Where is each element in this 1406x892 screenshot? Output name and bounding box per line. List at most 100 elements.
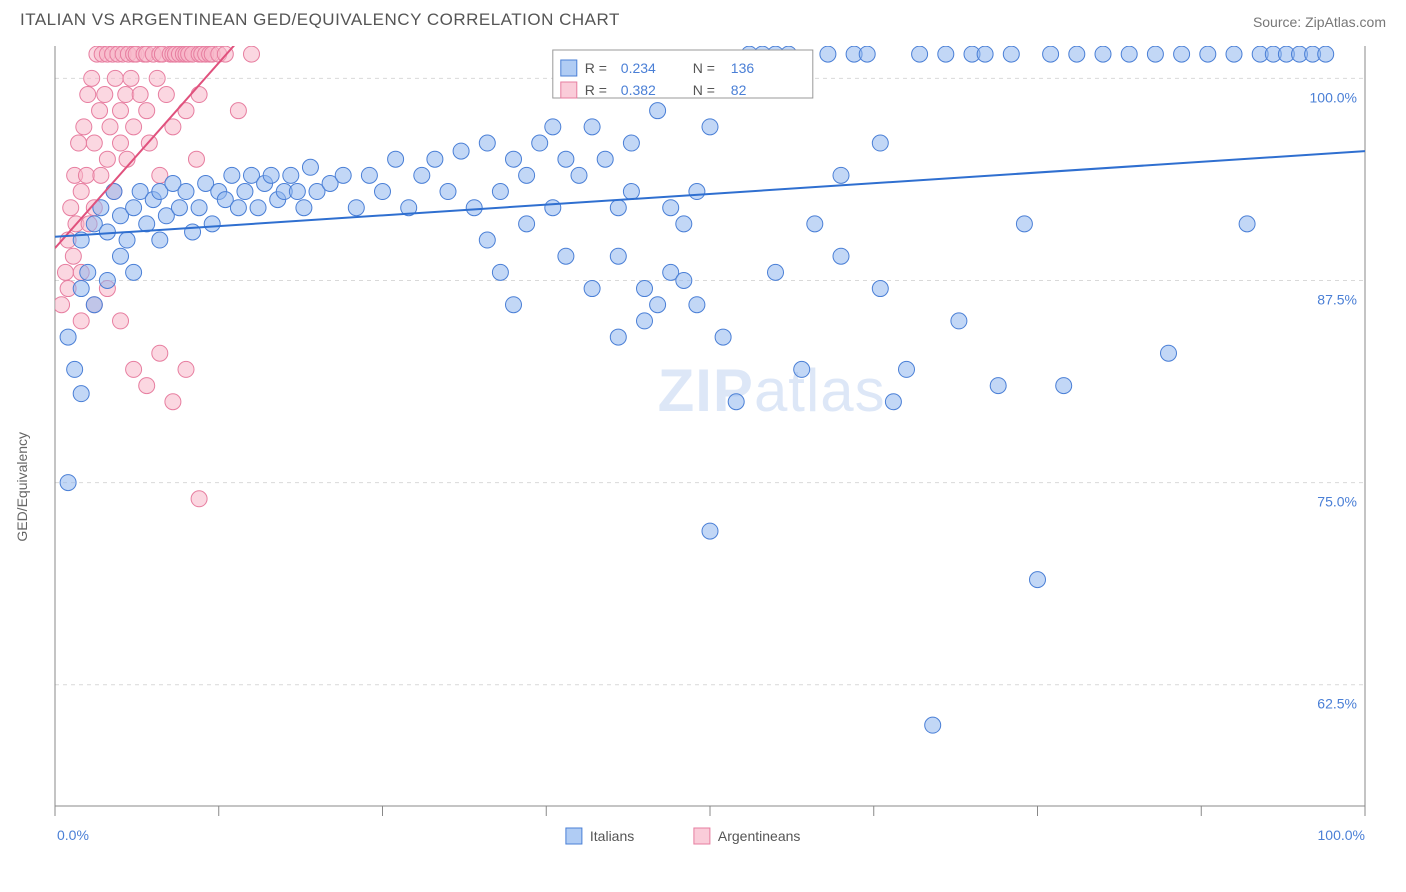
chart-title: ITALIAN VS ARGENTINEAN GED/EQUIVALENCY C… [20, 10, 620, 30]
argentineans-point [244, 46, 260, 62]
italians-point [99, 224, 115, 240]
italians-point [558, 151, 574, 167]
italians-point [597, 151, 613, 167]
italians-point [204, 216, 220, 232]
stats-swatch [561, 60, 577, 76]
italians-point [237, 184, 253, 200]
italians-point [1095, 46, 1111, 62]
italians-point [466, 200, 482, 216]
italians-point [807, 216, 823, 232]
italians-point [676, 272, 692, 288]
italians-point [99, 272, 115, 288]
italians-point [1043, 46, 1059, 62]
italians-point [1016, 216, 1032, 232]
italians-point [73, 281, 89, 297]
y-tick-label: 87.5% [1317, 291, 1357, 307]
argentineans-point [126, 119, 142, 135]
y-tick-label: 75.0% [1317, 494, 1357, 510]
watermark: ZIPatlas [658, 357, 886, 424]
italians-point [171, 200, 187, 216]
scatter-layer [54, 36, 1365, 733]
italians-point [119, 232, 135, 248]
italians-point [833, 167, 849, 183]
title-bar: ITALIAN VS ARGENTINEAN GED/EQUIVALENCY C… [0, 0, 1406, 36]
italians-point [623, 135, 639, 151]
italians-point [113, 248, 129, 264]
italians-point [230, 200, 246, 216]
italians-point [938, 46, 954, 62]
italians-point [296, 200, 312, 216]
italians-point [545, 119, 561, 135]
stats-n-value: 82 [731, 82, 747, 98]
italians-point [1318, 46, 1334, 62]
italians-point [715, 329, 731, 345]
source-value: ZipAtlas.com [1305, 14, 1386, 30]
italians-point [388, 151, 404, 167]
italians-point [289, 184, 305, 200]
italians-point [191, 200, 207, 216]
source-label: Source: [1253, 14, 1301, 30]
italians-point [1121, 46, 1137, 62]
x-tick-start: 0.0% [57, 827, 89, 843]
argentineans-point [80, 87, 96, 103]
argentineans-point [99, 151, 115, 167]
italians-point [768, 264, 784, 280]
italians-point [872, 281, 888, 297]
argentineans-point [92, 103, 108, 119]
y-tick-label: 100.0% [1310, 89, 1357, 105]
stats-n-label: N = [693, 60, 715, 76]
italians-point [571, 167, 587, 183]
italians-point [1147, 46, 1163, 62]
italians-point [610, 200, 626, 216]
argentineans-point [132, 87, 148, 103]
italians-point [990, 378, 1006, 394]
italians-point [689, 184, 705, 200]
italians-point [689, 297, 705, 313]
italians-point [60, 475, 76, 491]
italians-point [348, 200, 364, 216]
argentineans-point [76, 119, 92, 135]
italians-point [263, 167, 279, 183]
italians-point [584, 281, 600, 297]
argentineans-point [73, 313, 89, 329]
italians-point [335, 167, 351, 183]
italians-point [453, 143, 469, 159]
argentineans-point [149, 70, 165, 86]
italians-point [250, 200, 266, 216]
italians-point [60, 329, 76, 345]
italians-point [1069, 46, 1085, 62]
argentineans-point [191, 87, 207, 103]
chart-area: ZIPatlas62.5%75.0%87.5%100.0%0.0%100.0%G… [0, 36, 1406, 866]
argentineans-point [102, 119, 118, 135]
italians-point [637, 281, 653, 297]
argentineans-point [126, 361, 142, 377]
argentineans-point [158, 87, 174, 103]
argentineans-point [113, 313, 129, 329]
italians-point [440, 184, 456, 200]
italians-point [728, 394, 744, 410]
italians-point [558, 248, 574, 264]
argentineans-point [118, 87, 134, 103]
italians-point [794, 361, 810, 377]
italians-point [67, 361, 83, 377]
italians-point [977, 46, 993, 62]
italians-point [885, 394, 901, 410]
italians-point [833, 248, 849, 264]
argentineans-point [71, 135, 87, 151]
argentineans-point [188, 151, 204, 167]
italians-point [185, 224, 201, 240]
argentineans-point [78, 167, 94, 183]
argentineans-point [84, 70, 100, 86]
argentineans-point [230, 103, 246, 119]
italians-point [126, 264, 142, 280]
italians-point [126, 200, 142, 216]
argentineans-point [165, 394, 181, 410]
argentineans-point [63, 200, 79, 216]
italians-point [1030, 572, 1046, 588]
source-attribution: Source: ZipAtlas.com [1253, 14, 1386, 30]
italians-point [506, 151, 522, 167]
argentineans-point [54, 297, 70, 313]
italians-point [519, 216, 535, 232]
stats-r-value: 0.234 [621, 60, 656, 76]
x-tick-end: 100.0% [1318, 827, 1365, 843]
